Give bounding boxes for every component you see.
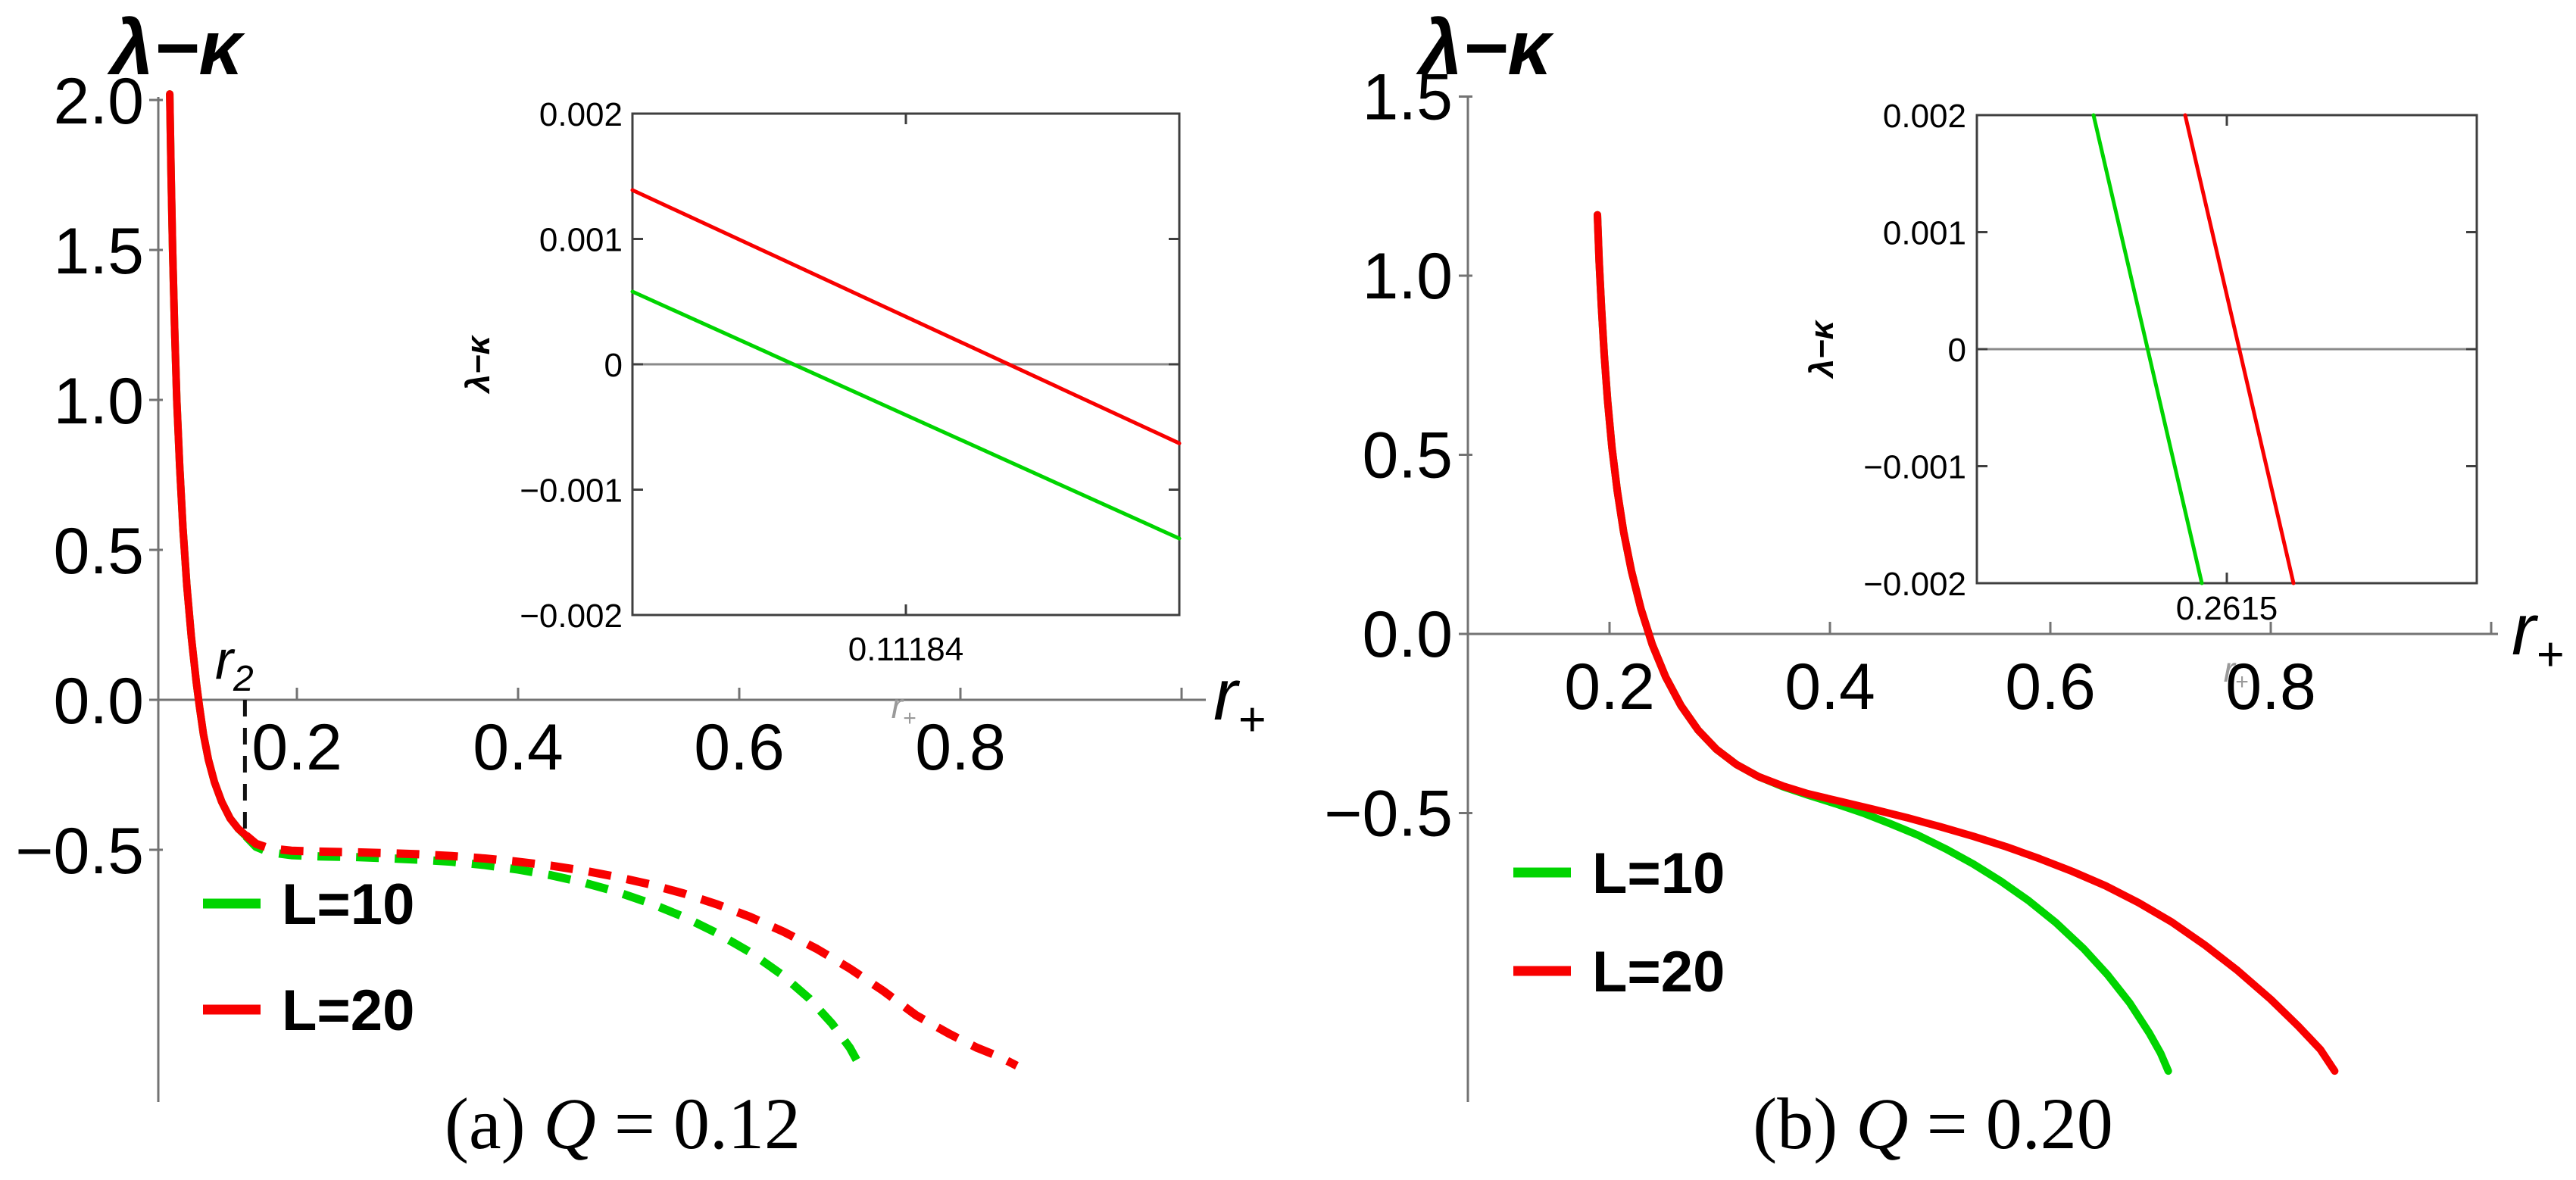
x-tick-label: 0.4 [473,711,564,784]
y-tick-label: 1.5 [53,215,144,288]
x-tick-label: 0.4 [1784,651,1875,723]
inset-y-axis-title: λ−κ [460,334,497,394]
y-tick-label: 0.5 [1362,420,1453,492]
series-line-solid-L=20 [1594,211,2339,1075]
inset-x-tick-label: 0.11184 [848,631,964,668]
inset-y-tick-label: −0.001 [1863,449,1966,486]
y-tick-label: 2.0 [53,65,144,138]
y-tick-label: −0.5 [1324,778,1453,851]
x-axis-title: r+ [1213,654,1266,746]
caption-b-suffix: = 0.20 [1908,1083,2113,1164]
x-tick-label: 0.8 [2225,651,2316,723]
caption-a-suffix: = 0.12 [595,1083,801,1164]
caption-panel-a: (a) Q = 0.12 [282,1082,963,1166]
inset-y-tick-label: −0.002 [1863,566,1966,603]
caption-a-variable: Q [543,1083,596,1164]
inset-x-axis-title: r+ [2224,650,2249,695]
x-axis-title: r+ [2512,589,2564,681]
y-axis-title: λ−κ [1416,5,1554,91]
r2-marker-label: r2 [215,630,254,699]
y-tick-label: 1.5 [1362,61,1453,134]
y-tick-label: 0.0 [1362,598,1453,671]
inset-series-line-L=20 [2183,113,2296,585]
inset-y-tick-label: −0.002 [520,598,623,635]
inset-x-tick-label: 0.2615 [2176,590,2278,627]
y-tick-label: 0.5 [53,515,144,588]
inset-y-tick-label: 0.002 [539,96,623,133]
panel-a: 2.0 1.5 1.0 0.5 0.0 −0.5 0.2 0.4 0.6 0.8 λ−κ r+ r2 L=… [15,5,1266,1102]
x-tick-label: 0.6 [694,711,785,784]
inset-y-tick-label: 0.001 [1883,215,1966,252]
series-line-dashed-L=20 [243,832,1019,1070]
inset-series-line-L=20 [630,188,1182,445]
x-tick-label: 0.2 [1564,651,1655,723]
legend-label-L=20: L=20 [282,979,414,1043]
inset-a: 0.002 0.001 0 −0.001 −0.002 0.11184 λ−κ r+ [460,96,1182,731]
legend-label-L=10: L=10 [1592,841,1725,906]
inset-y-tick-label: 0 [1948,332,1966,369]
inset-series-line-L=10 [630,289,1182,541]
inset-y-axis-title: λ−κ [1803,319,1841,379]
series-line-dashed-L=10 [242,833,863,1068]
caption-a-prefix: (a) [444,1083,544,1164]
y-axis-title: λ−κ [107,5,245,91]
y-tick-label: 1.0 [1362,240,1453,313]
caption-panel-b: (b) Q = 0.20 [1592,1082,2274,1166]
panel-b: 1.5 1.0 0.5 0.0 −0.5 0.2 0.4 0.6 0.8 λ−κ r+ L=10 L=2… [1324,5,2564,1102]
inset-b: 0.002 0.001 0 −0.001 −0.002 0.2615 λ−κ r+ [1803,98,2478,695]
inset-y-tick-label: 0.002 [1883,98,1966,135]
inset-y-tick-label: 0.001 [539,222,623,259]
inset-series-line-L=10 [2091,113,2204,585]
series-line-solid-L=20 [166,90,250,839]
x-tick-label: 0.6 [2005,651,2096,723]
caption-b-prefix: (b) [1753,1083,1856,1164]
caption-b-variable: Q [1856,1083,1909,1164]
y-tick-label: 1.0 [53,365,144,438]
y-tick-label: −0.5 [15,815,144,888]
inset-x-axis-title: r+ [891,686,916,731]
inset-y-tick-label: 0 [604,347,623,384]
x-tick-label: 0.8 [915,711,1006,784]
x-tick-label: 0.2 [251,711,342,784]
inset-y-tick-label: −0.001 [520,473,623,510]
legend-label-L=10: L=10 [282,873,414,937]
legend-label-L=20: L=20 [1592,940,1725,1004]
y-tick-label: 0.0 [53,665,144,738]
